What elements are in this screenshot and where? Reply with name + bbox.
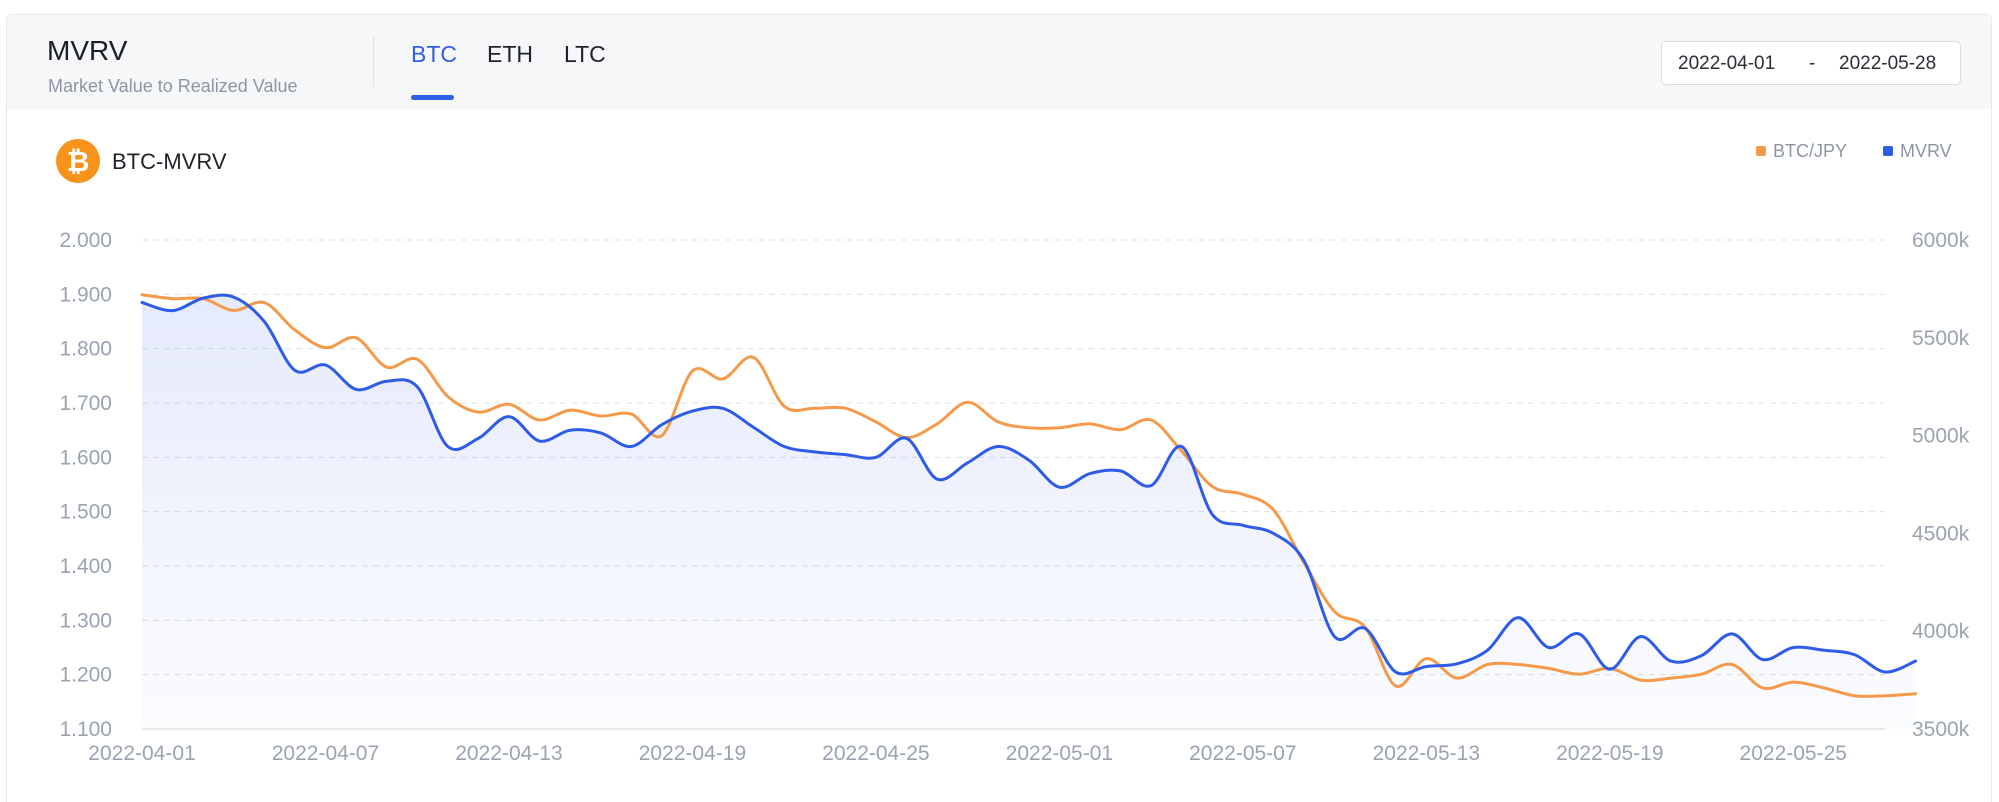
- bitcoin-icon: ₿: [56, 139, 100, 183]
- x-tick-label: 2022-05-13: [1373, 742, 1480, 765]
- page-subtitle: Market Value to Realized Value: [48, 76, 298, 96]
- date-end[interactable]: 2022-05-28: [1839, 53, 1937, 74]
- series-line-mvrv[interactable]: [140, 293, 1918, 676]
- tab-btc[interactable]: BTC: [411, 41, 457, 67]
- tab-eth[interactable]: ETH: [487, 41, 533, 67]
- legend-item-btc-jpy[interactable]: BTC/JPY: [1756, 141, 1847, 162]
- y-left-tick-label: 1.300: [59, 609, 112, 632]
- y-right-tick-label: 6000k: [1912, 229, 1970, 252]
- panel-header: MVRV Market Value to Realized Value BTC …: [7, 15, 1991, 109]
- x-tick-label: 2022-05-25: [1740, 742, 1847, 765]
- series-area-mvrv: [142, 295, 1916, 729]
- y-left-tick-label: 1.100: [59, 718, 112, 741]
- legend-label-btc-jpy: BTC/JPY: [1773, 141, 1848, 161]
- y-left-tick-label: 1.200: [59, 664, 112, 687]
- header-divider: [373, 37, 374, 87]
- x-tick-label: 2022-04-01: [88, 742, 195, 765]
- date-start[interactable]: 2022-04-01: [1678, 53, 1776, 74]
- date-separator: -: [1809, 53, 1816, 74]
- y-left-tick-label: 1.800: [59, 338, 112, 361]
- y-left-tick-label: 2.000: [59, 229, 112, 252]
- series-line-btc-jpy[interactable]: [140, 293, 1918, 698]
- chart-legend: BTC/JPY MVRV: [1756, 141, 1966, 165]
- y-axis-right: 3500k 4000k 4500k 5000k 5500k 6000k: [1912, 229, 1970, 741]
- legend-label-mvrv: MVRV: [1900, 141, 1952, 161]
- x-tick-label: 2022-04-25: [822, 742, 929, 765]
- legend-swatch-mvrv: [1883, 146, 1893, 156]
- y-right-tick-label: 4500k: [1912, 522, 1970, 545]
- series-group: [140, 293, 1918, 729]
- x-tick-label: 2022-04-13: [455, 742, 562, 765]
- date-range-picker[interactable]: 2022-04-01 - 2022-05-28: [1661, 41, 1961, 85]
- legend-swatch-btc-jpy: [1756, 146, 1766, 156]
- y-right-tick-label: 3500k: [1912, 718, 1970, 741]
- y-left-tick-label: 1.700: [59, 392, 112, 415]
- chart-label: BTC-MVRV: [112, 149, 227, 174]
- y-axis-left: 1.100 1.200 1.300 1.400 1.500 1.600 1.700 1.800…: [59, 229, 112, 741]
- legend-item-mvrv[interactable]: MVRV: [1883, 141, 1952, 162]
- y-right-tick-label: 5500k: [1912, 327, 1970, 350]
- x-tick-label: 2022-05-19: [1556, 742, 1663, 765]
- x-tick-label: 2022-04-07: [272, 742, 379, 765]
- tab-ltc[interactable]: LTC: [564, 41, 606, 67]
- x-tick-label: 2022-04-19: [639, 742, 746, 765]
- x-axis: 2022-04-01 2022-04-07 2022-04-13 2022-04-19…: [88, 742, 1847, 765]
- page-title: MVRV: [47, 35, 128, 66]
- y-left-tick-label: 1.500: [59, 501, 112, 524]
- y-left-tick-label: 1.900: [59, 283, 112, 306]
- y-left-tick-label: 1.600: [59, 446, 112, 469]
- y-right-tick-label: 5000k: [1912, 425, 1970, 448]
- y-right-tick-label: 4000k: [1912, 620, 1970, 643]
- x-tick-label: 2022-05-07: [1189, 742, 1296, 765]
- active-tab-indicator: [411, 95, 454, 100]
- y-left-tick-label: 1.400: [59, 555, 112, 578]
- x-tick-label: 2022-05-01: [1006, 742, 1113, 765]
